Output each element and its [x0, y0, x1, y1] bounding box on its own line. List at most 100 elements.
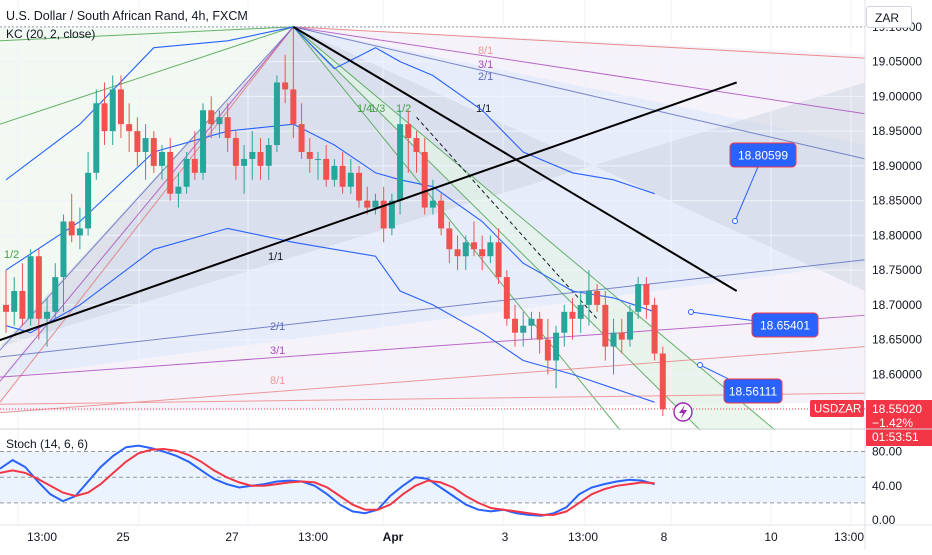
- time-axis-tick: 3: [502, 530, 509, 544]
- callout-anchor[interactable]: [688, 309, 694, 315]
- price-axis-tick: 19.00000: [872, 89, 922, 103]
- trendline[interactable]: [292, 25, 738, 292]
- fan-line: [293, 26, 866, 115]
- candle-body: [27, 256, 34, 319]
- keltner-middle-line: [5, 123, 655, 313]
- fan-line: [0, 26, 294, 42]
- fan-ratio-label: 3/1: [478, 59, 493, 71]
- candle-body: [273, 82, 280, 146]
- candle-body: [117, 89, 124, 125]
- price-callout-label: 18.65401: [760, 319, 810, 333]
- candle-body: [594, 290, 601, 305]
- candle-body: [651, 304, 658, 354]
- price-callout-box[interactable]: [751, 312, 819, 338]
- stoch-axis-tick: 80.00: [872, 445, 902, 459]
- stoch-axis-tick: 0.00: [872, 513, 896, 527]
- candle-body: [528, 318, 535, 326]
- price-callout-box[interactable]: [729, 142, 797, 168]
- candle-body: [495, 242, 502, 278]
- candle-body: [446, 228, 453, 250]
- fan-line: [0, 26, 294, 125]
- candle-body: [76, 228, 83, 236]
- candle-body: [577, 304, 584, 319]
- candle-body: [479, 249, 486, 257]
- candle-body: [569, 311, 576, 319]
- candle-body: [11, 290, 18, 312]
- time-axis-tick: Apr: [383, 530, 404, 544]
- bar-countdown: 01:53:51: [872, 430, 919, 444]
- symbol-title: U.S. Dollar / South African Rand, 4h, FX…: [6, 9, 248, 23]
- candle-body: [3, 304, 9, 312]
- currency-button[interactable]: ZAR: [866, 6, 912, 28]
- callout-anchor[interactable]: [732, 218, 738, 224]
- price-axis-tick: 19.05000: [872, 55, 922, 69]
- callout-anchor[interactable]: [697, 362, 703, 368]
- price-axis-tick: 18.65000: [872, 333, 922, 347]
- candle-body: [191, 158, 198, 173]
- price-axis-tick: 18.80000: [872, 228, 922, 242]
- candle-body: [512, 318, 519, 333]
- fan-line: [0, 26, 294, 403]
- time-axis-tick: 13:00: [27, 530, 57, 544]
- time-axis-tick: 27: [225, 530, 239, 544]
- fan-line: [0, 346, 866, 414]
- price-callout-box[interactable]: [723, 378, 783, 404]
- candle-body: [232, 138, 239, 166]
- candle-body: [356, 172, 363, 201]
- candle-body: [282, 82, 289, 90]
- trendline[interactable]: [0, 81, 738, 346]
- price-axis-tick: 18.70000: [872, 298, 922, 312]
- fan-line: [292, 26, 621, 431]
- candle-body: [635, 284, 642, 312]
- candle-body: [618, 332, 625, 340]
- stoch-indicator-label[interactable]: Stoch (14, 6, 6): [6, 437, 89, 451]
- price-axis-tick: 18.90000: [872, 159, 922, 173]
- fan-line: [293, 26, 866, 59]
- candle-body: [339, 165, 346, 187]
- fan-line: [0, 392, 866, 405]
- stoch-d-line: [0, 447, 655, 516]
- candle-body: [413, 138, 420, 152]
- candle-body: [298, 124, 305, 152]
- candle-body: [216, 117, 223, 125]
- price-axis-tick: 18.95000: [872, 124, 922, 138]
- fan-line: [293, 26, 866, 160]
- candle-body: [438, 200, 445, 229]
- candle-body: [470, 242, 477, 250]
- candle-body: [60, 221, 67, 278]
- fan-ratio-label: 3/1: [270, 345, 285, 357]
- candle-body: [314, 158, 321, 160]
- candle-body: [405, 124, 412, 139]
- fan-line: [293, 26, 776, 431]
- stoch-band-fill: [0, 451, 865, 503]
- candle-body: [208, 110, 215, 125]
- candle-body: [68, 221, 75, 236]
- candle-body: [323, 158, 330, 180]
- price-callout-label: 18.56111: [729, 385, 778, 399]
- candle-body: [561, 311, 568, 333]
- time-axis-tick: 13:00: [298, 530, 328, 544]
- candle-body: [52, 277, 59, 312]
- candle-body: [126, 124, 133, 132]
- candle-body: [643, 284, 650, 305]
- price-axis-tick: 18.75000: [872, 263, 922, 277]
- candle-body: [101, 103, 108, 132]
- fan-line: [292, 26, 701, 431]
- indicator-label[interactable]: KC (20, 2, close): [6, 27, 96, 41]
- candle-body: [142, 138, 149, 152]
- candle-body: [626, 311, 633, 340]
- fan-ratio-label: 2/1: [270, 321, 285, 333]
- candle-body: [306, 151, 313, 159]
- candle-body: [454, 249, 461, 257]
- candle-body: [158, 151, 165, 166]
- candle-body: [364, 200, 371, 208]
- price-axis-tick: 18.60000: [872, 367, 922, 381]
- fan-ratio-label: 8/1: [270, 375, 285, 387]
- fan-line: [0, 259, 866, 358]
- candle-body: [183, 158, 190, 187]
- last-price-tag[interactable]: [866, 400, 932, 447]
- fan-ratio-label: 1/1: [476, 103, 491, 115]
- candle-body: [150, 138, 157, 166]
